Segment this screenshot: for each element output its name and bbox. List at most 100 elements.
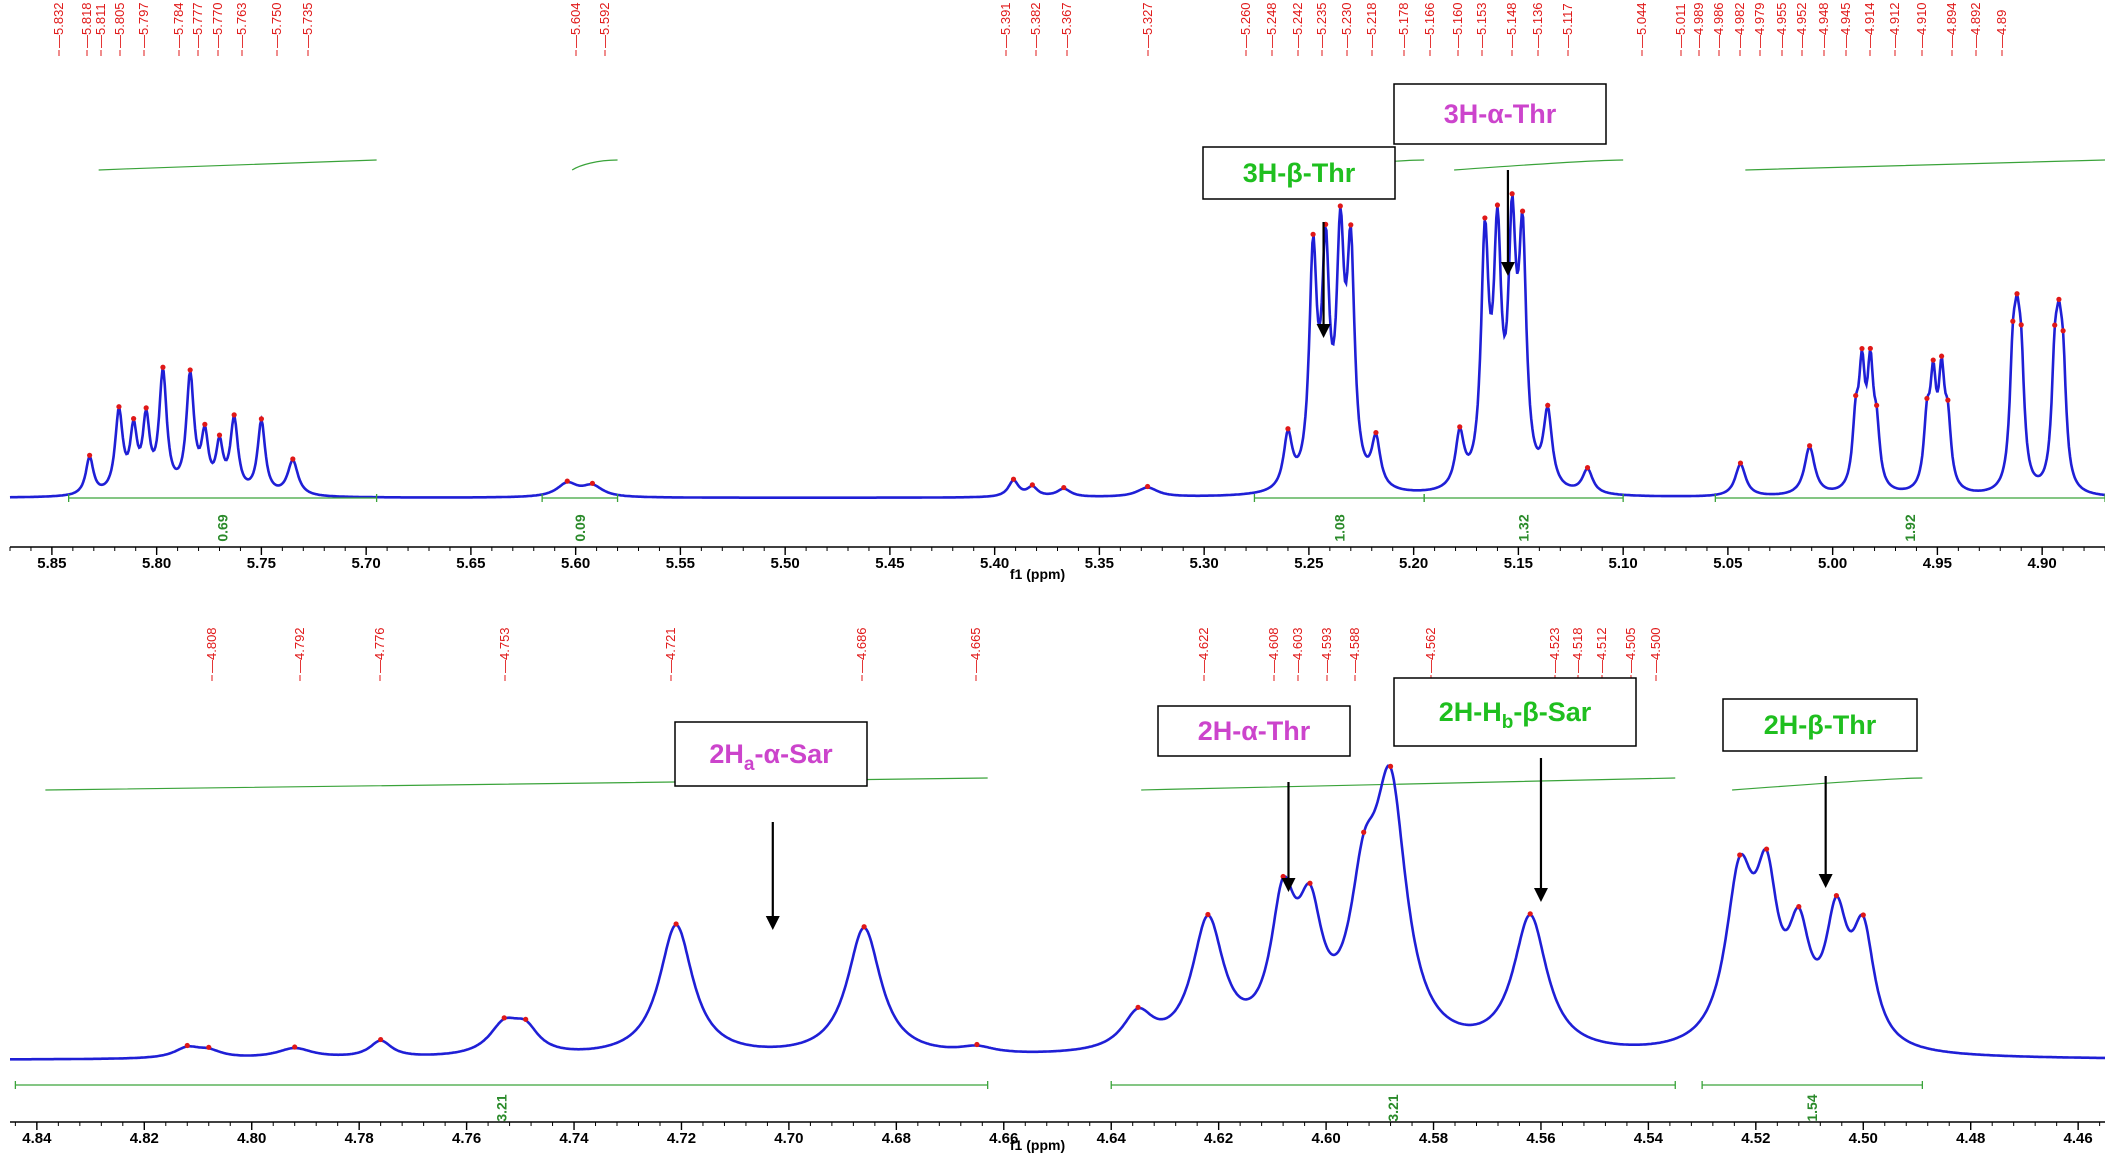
- peak-label: —4.721: [663, 627, 678, 673]
- peak-marker: [564, 478, 570, 484]
- x-tick-label: 5.80: [142, 555, 171, 572]
- peak-marker: [1859, 345, 1865, 352]
- spectrum-line: [10, 764, 2105, 1061]
- peak-marker: [292, 1044, 298, 1050]
- integral-curve: [1454, 159, 1624, 171]
- peak-label: —4.603: [1290, 627, 1305, 673]
- integral-value: 1.92: [1902, 514, 1918, 541]
- peak-label: —5.750: [269, 2, 284, 48]
- x-tick-label: 5.10: [1609, 555, 1638, 572]
- integral-value: 0.09: [572, 514, 588, 541]
- peak-marker: [131, 416, 137, 422]
- peak-marker: [1348, 222, 1354, 228]
- peak-label: —5.382: [1028, 2, 1043, 48]
- peak-label: —4.808: [204, 627, 219, 673]
- peak-label: —4.500: [1648, 627, 1663, 673]
- peak-marker: [231, 412, 237, 418]
- x-tick-label: 5.30: [1190, 555, 1219, 572]
- peak-marker: [1796, 904, 1802, 910]
- peak-marker: [2014, 291, 2020, 297]
- peak-marker: [1307, 880, 1313, 886]
- x-tick-label: 4.72: [667, 1130, 696, 1147]
- x-tick-label: 5.60: [561, 555, 590, 572]
- peak-marker: [1930, 357, 1936, 363]
- peak-label: —5.797: [136, 2, 151, 48]
- peak-label: —4.955: [1774, 2, 1789, 48]
- integral-curve: [1745, 159, 2105, 171]
- annotation-box: [1202, 146, 1396, 200]
- peak-marker: [1763, 846, 1770, 852]
- peak-marker: [1135, 1004, 1141, 1010]
- peak-marker: [2010, 318, 2016, 324]
- peak-marker: [974, 1041, 980, 1048]
- peak-marker: [1584, 465, 1591, 471]
- peak-marker: [1010, 476, 1017, 482]
- integral-value: 1.08: [1331, 514, 1347, 541]
- integral-curve: [98, 159, 377, 171]
- peak-label: —4.945: [1838, 2, 1853, 48]
- annotation-label: 3H-β-Thr: [1243, 158, 1356, 188]
- spectrum-line: [9, 195, 2105, 499]
- annotation-label: 2H-β-Thr: [1764, 710, 1877, 740]
- peak-marker: [1387, 763, 1394, 769]
- x-tick-label: 5.20: [1399, 555, 1428, 572]
- peak-marker: [501, 1015, 507, 1021]
- peak-marker: [1205, 911, 1211, 918]
- x-tick-label: 4.54: [1634, 1130, 1664, 1147]
- x-tick-label: 5.85: [37, 555, 66, 572]
- peak-label: —4.562: [1423, 627, 1438, 673]
- x-tick-label: 4.66: [989, 1130, 1018, 1147]
- peak-label: —5.592: [597, 2, 612, 48]
- peak-label: —5.153: [1474, 2, 1489, 48]
- peak-label: —4.989: [1691, 2, 1706, 48]
- peak-label: —4.894: [1944, 2, 1959, 48]
- peak-marker: [1945, 397, 1951, 403]
- peak-marker: [2060, 328, 2066, 334]
- peak-label: —5.735: [300, 2, 315, 48]
- peak-marker: [290, 456, 296, 462]
- peak-marker: [378, 1036, 384, 1043]
- peak-label: —4.982: [1732, 2, 1747, 48]
- peak-marker: [1527, 911, 1533, 917]
- x-tick-label: 4.70: [774, 1130, 803, 1147]
- x-tick-label: 4.80: [237, 1130, 266, 1147]
- peak-marker: [1867, 345, 1873, 352]
- x-tick-label: 4.95: [1923, 555, 1952, 572]
- peak-label: —4.776: [372, 627, 387, 673]
- x-tick-label: 5.75: [247, 555, 276, 572]
- peak-label: —5.136: [1530, 2, 1545, 48]
- peak-marker: [206, 1044, 212, 1050]
- x-tick-label: 4.64: [1097, 1130, 1127, 1147]
- peak-marker: [116, 404, 122, 410]
- peak-marker: [523, 1016, 529, 1022]
- peak-marker: [1807, 443, 1813, 449]
- peak-label: —4.952: [1794, 2, 1809, 48]
- peak-label: —4.523: [1547, 627, 1562, 673]
- annotation-label: 3H-α-Thr: [1444, 99, 1557, 129]
- peak-label: —4.512: [1594, 627, 1609, 673]
- integral-value: 1.32: [1516, 514, 1532, 541]
- x-tick-label: 4.68: [882, 1130, 911, 1147]
- peak-marker: [1833, 892, 1840, 899]
- peak-marker: [2052, 322, 2058, 328]
- x-tick-label: 4.58: [1419, 1130, 1448, 1147]
- x-axis-label: f1 (ppm): [1010, 1137, 1065, 1153]
- integral-curve: [571, 159, 618, 171]
- x-tick-label: 5.25: [1294, 555, 1323, 572]
- arrow-head: [1533, 888, 1548, 902]
- peak-label: —4.979: [1752, 2, 1767, 48]
- x-tick-label: 5.35: [1085, 555, 1114, 572]
- peak-label: —4.910: [1914, 2, 1929, 48]
- x-tick-label: 4.56: [1526, 1130, 1555, 1147]
- peak-label: —5.327: [1140, 2, 1155, 48]
- x-axis-label: f1 (ppm): [1010, 566, 1065, 582]
- peak-label: —4.986: [1711, 2, 1726, 48]
- peak-label: —5.260: [1238, 2, 1253, 48]
- x-tick-label: 5.00: [1818, 555, 1847, 572]
- peak-label: —4.914: [1862, 2, 1877, 48]
- peak-marker: [1482, 215, 1488, 221]
- peak-marker: [216, 432, 223, 438]
- x-tick-label: 5.55: [666, 555, 695, 572]
- peak-label: —5.011: [1673, 3, 1688, 48]
